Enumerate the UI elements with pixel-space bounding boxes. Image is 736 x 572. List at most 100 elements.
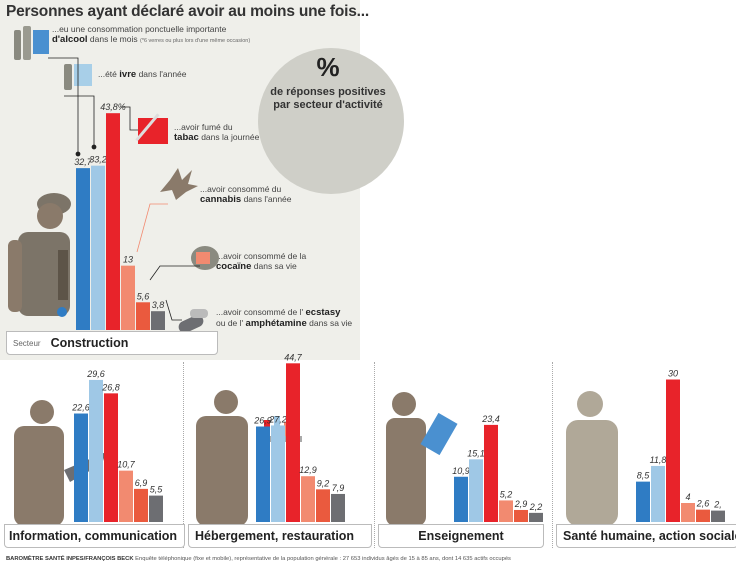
sector-label-enseignement: Enseignement bbox=[378, 524, 544, 548]
legend-key: cannabis bbox=[200, 194, 242, 205]
bottle-glass-icon bbox=[64, 64, 92, 90]
legend-item-ecstasy: ...avoir consommé de l' ecstasy ou de l'… bbox=[216, 307, 352, 329]
bar-ivre bbox=[469, 459, 483, 522]
legend-post: dans sa vie bbox=[253, 261, 297, 271]
legend-item-tabac: ...avoir fumé du tabac dans la journée bbox=[174, 122, 259, 143]
legend-post: dans l'année bbox=[138, 69, 187, 79]
bar-tabac bbox=[666, 379, 680, 522]
bar-tabac bbox=[484, 424, 498, 522]
legend-post: dans le mois bbox=[89, 34, 138, 44]
bar-cannabis bbox=[119, 470, 133, 522]
legend-key: amphétamine bbox=[245, 318, 307, 329]
bar-alcool bbox=[76, 168, 90, 330]
bar-cocaine bbox=[514, 509, 528, 522]
legend-pre: ...avoir consommé du bbox=[200, 184, 282, 194]
sector-name: Enseignement bbox=[418, 529, 504, 543]
legend-post: dans la journée bbox=[201, 132, 260, 142]
legend-pre: ...avoir fumé du bbox=[174, 122, 233, 132]
chart-title: Personnes ayant déclaré avoir au moins u… bbox=[6, 3, 369, 20]
alcohol-bottles-icon bbox=[14, 26, 49, 60]
data-label: 30 bbox=[668, 369, 678, 379]
bar-tabac bbox=[286, 363, 300, 522]
data-label: 27,2 bbox=[268, 414, 287, 424]
sector-word: Secteur bbox=[13, 338, 41, 348]
percent-circle: % de réponses positives par secteur d'ac… bbox=[258, 48, 404, 194]
sector-label-construction: Secteur Construction bbox=[6, 331, 218, 355]
source-text: Enquête téléphonique (fixe et mobile), r… bbox=[135, 556, 511, 562]
data-label: 43,8% bbox=[100, 102, 126, 112]
bar-cocaine bbox=[136, 302, 150, 330]
construction-worker-figure bbox=[8, 193, 71, 317]
data-label: 3,8 bbox=[152, 300, 165, 310]
sector-name: Information, communication bbox=[9, 529, 178, 543]
legend-key: ecstasy bbox=[305, 307, 341, 318]
bar-ivre bbox=[89, 379, 103, 522]
bar-cannabis bbox=[121, 265, 135, 330]
data-label: 10,9 bbox=[452, 466, 470, 476]
legend-item-cannabis: ...avoir consommé du cannabis dans l'ann… bbox=[200, 184, 292, 205]
legend-pre: ...eu une consommation ponctuelle import… bbox=[52, 24, 227, 34]
bar-alcool bbox=[74, 413, 88, 522]
data-label: 11,8 bbox=[650, 455, 667, 465]
data-label: 2,2 bbox=[529, 502, 543, 512]
legend-post: dans sa vie bbox=[309, 318, 353, 328]
data-label: 29,6 bbox=[86, 369, 105, 379]
legend-key: cocaïne bbox=[216, 261, 252, 272]
percent-circle-shape bbox=[258, 48, 404, 194]
legend-key: tabac bbox=[174, 132, 199, 143]
percent-symbol: % bbox=[316, 52, 340, 82]
data-label: 5,5 bbox=[150, 485, 164, 495]
legend-key: ivre bbox=[119, 69, 137, 80]
data-label: 2,6 bbox=[696, 499, 710, 509]
pill-icon bbox=[178, 309, 208, 333]
legend-pre: ...avoir consommé de l' bbox=[216, 307, 304, 317]
data-label: 4 bbox=[685, 492, 690, 502]
source-bold: BAROMÈTRE SANTÉ INPES/FRANÇOIS BECK bbox=[6, 556, 134, 562]
data-label: 12,9 bbox=[299, 465, 317, 475]
data-label: 9,2 bbox=[317, 478, 330, 488]
data-label: 5,6 bbox=[137, 291, 150, 301]
sector-separator bbox=[552, 362, 553, 548]
data-label: 15,1 bbox=[467, 448, 485, 458]
bar-cannabis bbox=[681, 503, 695, 522]
sector-name: Santé humaine, action sociale bbox=[563, 529, 736, 543]
legend-item-cocaine: ...avoir consommé de la cocaïne dans sa … bbox=[216, 251, 306, 272]
legend-item-alcool: ...eu une consommation ponctuelle import… bbox=[52, 24, 250, 46]
sector-name: Construction bbox=[50, 336, 129, 350]
data-label: 6,9 bbox=[135, 478, 148, 488]
data-label: 10,7 bbox=[117, 460, 136, 470]
data-label: 13 bbox=[123, 255, 133, 265]
sector-label-information: Information, communication bbox=[4, 524, 185, 548]
bar-cocaine bbox=[696, 509, 710, 522]
cannabis-leaf-icon bbox=[160, 168, 198, 200]
bar-ecstasy bbox=[711, 510, 725, 522]
bar-ecstasy bbox=[529, 512, 543, 522]
bar-ecstasy bbox=[331, 493, 345, 522]
bar-alcool bbox=[454, 476, 468, 522]
sector-separator bbox=[183, 362, 184, 548]
data-label: 23,4 bbox=[481, 414, 500, 424]
data-label: 22,6 bbox=[71, 403, 90, 413]
data-label: 32,7 bbox=[74, 157, 93, 167]
data-label: 26,9 bbox=[253, 416, 272, 426]
data-label: 5,2 bbox=[500, 489, 513, 499]
data-label: 44,7 bbox=[284, 352, 303, 362]
sector-name: Hébergement, restauration bbox=[195, 529, 355, 543]
percent-caption: de réponses positives par secteur d'acti… bbox=[270, 86, 386, 111]
sector-separator bbox=[374, 362, 375, 548]
bar-tabac bbox=[104, 393, 118, 522]
sector-label-hebergement: Hébergement, restauration bbox=[188, 524, 372, 548]
data-label: 2,9 bbox=[514, 499, 528, 509]
bar-alcool bbox=[636, 481, 650, 522]
bar-tabac bbox=[106, 113, 120, 330]
legend-mid: ou de l' bbox=[216, 318, 244, 328]
bar-cannabis bbox=[301, 476, 315, 522]
data-label: 2, bbox=[713, 500, 722, 510]
legend-pre: ...avoir consommé de la bbox=[216, 251, 307, 261]
source-note: BAROMÈTRE SANTÉ INPES/FRANÇOIS BECK Enqu… bbox=[6, 556, 511, 562]
leader-lines bbox=[48, 57, 200, 321]
bar-ivre bbox=[651, 465, 665, 522]
legend-pre: ...été bbox=[98, 69, 117, 79]
data-label: 26,8 bbox=[101, 382, 120, 392]
